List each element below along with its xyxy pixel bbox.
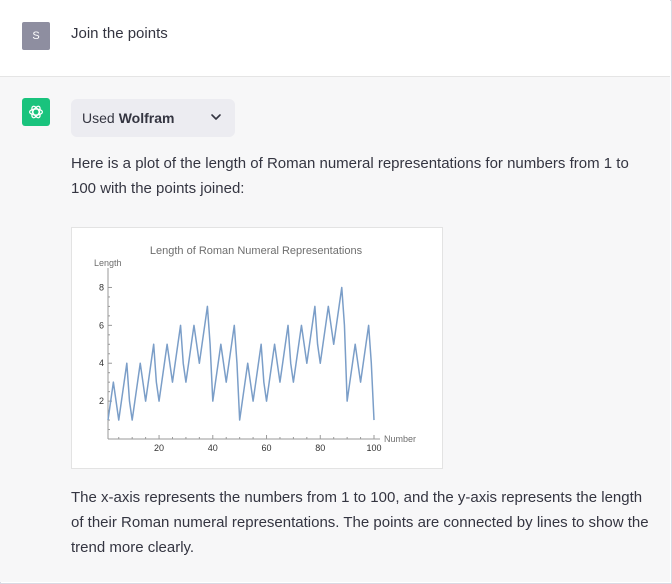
series-line [107,286,375,421]
x-tick-label: 100 [366,443,381,453]
y-tick-label: 6 [99,320,104,330]
chart-axes [107,268,380,440]
assistant-intro-text: Here is a plot of the length of Roman nu… [71,155,629,197]
line-chart: Length of Roman Numeral Representations … [94,245,416,453]
plugin-used-label: Used [82,110,115,126]
user-avatar: S [22,22,50,50]
user-message-row: S Join the points [0,0,670,77]
y-tick-label: 4 [99,358,104,368]
x-tick-label: 60 [262,443,272,453]
chart-image: Length of Roman Numeral Representations … [71,227,443,469]
chart-ticks: 20 40 60 80 100 2 4 6 8 [99,282,382,453]
x-tick-label: 20 [154,443,164,453]
plugin-name: Wolfram [118,110,175,126]
x-tick-label: 40 [208,443,218,453]
y-axis-label: Length [94,258,122,268]
plugin-used-dropdown[interactable]: Used Wolfram [71,99,235,137]
x-tick-label: 80 [315,443,325,453]
user-message-text: Join the points [71,25,168,42]
chatgpt-logo-icon [22,98,50,126]
assistant-outro-text: The x-axis represents the numbers from 1… [71,489,649,556]
chevron-down-icon [211,114,221,120]
y-tick-label: 8 [99,282,104,292]
y-tick-label: 2 [99,396,104,406]
assistant-message-row: Used Wolfram Here is a plot of the lengt… [0,77,670,582]
chart-title: Length of Roman Numeral Representations [150,245,363,257]
x-axis-label: Number [384,434,416,444]
openai-knot-icon [29,105,43,119]
